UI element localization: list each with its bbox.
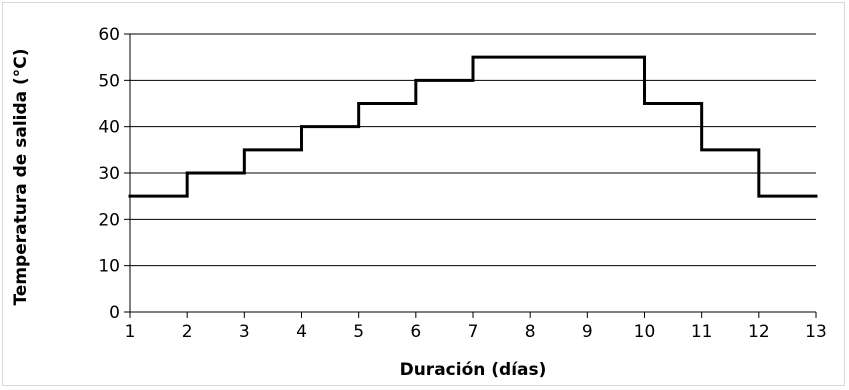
x-tick-label-11: 11 (691, 322, 713, 342)
y-tick-label-30: 30 (98, 164, 120, 184)
series-step-line (128, 55, 818, 198)
y-tick-label-10: 10 (98, 257, 120, 277)
x-tick-label-12: 12 (748, 322, 770, 342)
x-tick-label-6: 6 (410, 322, 421, 342)
y-tick-label-50: 50 (98, 71, 120, 91)
x-tick-label-4: 4 (296, 322, 307, 342)
x-tick-label-2: 2 (182, 322, 193, 342)
x-tick-label-8: 8 (525, 322, 536, 342)
chart-frame (2, 2, 845, 386)
y-tick-label-60: 60 (98, 25, 120, 45)
series-line (128, 55, 818, 198)
y-tick-label-40: 40 (98, 118, 120, 138)
y-tick-label-20: 20 (98, 210, 120, 230)
x-tick-label-9: 9 (582, 322, 593, 342)
axes (124, 33, 817, 318)
x-tick-label-7: 7 (468, 322, 479, 342)
x-axis-label: Duración (días) (400, 360, 547, 380)
x-tick-label-1: 1 (125, 322, 136, 342)
x-tick-label-13: 13 (805, 322, 827, 342)
x-tick-label-5: 5 (353, 322, 364, 342)
x-tick-label-10: 10 (634, 322, 656, 342)
x-tick-label-3: 3 (239, 322, 250, 342)
y-tick-label-0: 0 (109, 303, 120, 323)
y-axis-label: Temperatura de salida (°C) (11, 48, 31, 305)
